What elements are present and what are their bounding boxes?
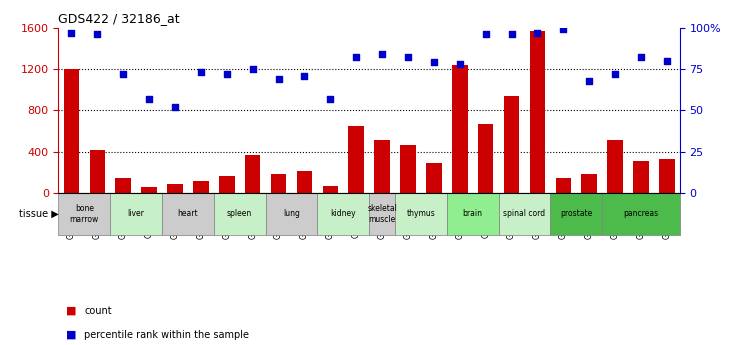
Point (325, 96, 336, 101)
Point (273, 76, 284, 82)
Bar (265, 193, 317, 235)
Text: spleen: spleen (227, 209, 252, 218)
Bar (530, 31, 545, 193)
Point (661, 58, 673, 63)
Bar (504, 96, 519, 193)
Bar (317, 193, 369, 235)
Bar (374, 140, 390, 193)
Point (298, 73, 310, 78)
Text: tissue ▶: tissue ▶ (19, 209, 58, 219)
Bar (659, 159, 675, 193)
Bar (219, 176, 235, 193)
Bar (401, 145, 416, 193)
Text: ■: ■ (66, 330, 76, 339)
Bar (556, 178, 571, 193)
Text: count: count (84, 306, 112, 315)
Bar (213, 193, 265, 235)
Bar (607, 140, 623, 193)
Point (609, 71, 621, 77)
Bar (167, 184, 183, 193)
Point (195, 70, 207, 75)
Bar (322, 186, 338, 193)
Point (480, 31, 491, 37)
Point (118, 71, 129, 77)
Point (350, 55, 362, 60)
Text: percentile rank within the sample: percentile rank within the sample (84, 330, 249, 339)
Point (428, 60, 440, 65)
Text: kidney: kidney (330, 209, 356, 218)
Point (506, 31, 518, 37)
Bar (245, 155, 260, 193)
Text: thymus: thymus (406, 209, 435, 218)
Text: GDS422 / 32186_at: GDS422 / 32186_at (58, 12, 180, 25)
Bar (633, 161, 649, 193)
Bar (270, 174, 287, 193)
Point (247, 66, 259, 72)
Bar (297, 171, 312, 193)
Bar (369, 193, 395, 235)
Bar (162, 193, 213, 235)
Bar (426, 163, 442, 193)
Bar (478, 124, 493, 193)
Bar (110, 193, 162, 235)
Bar (452, 65, 468, 193)
Bar (602, 193, 680, 235)
Point (558, 27, 569, 32)
Point (66, 30, 77, 35)
Point (402, 55, 414, 60)
Bar (89, 150, 105, 193)
Point (583, 78, 595, 83)
Point (221, 71, 232, 77)
Bar (115, 178, 131, 193)
Bar (58, 193, 110, 235)
Bar (64, 69, 79, 193)
Text: ■: ■ (66, 306, 76, 315)
Point (635, 55, 647, 60)
Bar (395, 193, 447, 235)
Point (454, 61, 466, 67)
Text: bone
marrow: bone marrow (69, 204, 99, 224)
Text: heart: heart (178, 209, 198, 218)
Text: liver: liver (128, 209, 145, 218)
Point (531, 30, 543, 35)
Text: brain: brain (463, 209, 482, 218)
Text: pancreas: pancreas (624, 209, 659, 218)
Point (169, 104, 181, 110)
Point (376, 51, 388, 57)
Text: spinal cord: spinal cord (504, 209, 545, 218)
Bar (499, 193, 550, 235)
Point (91, 31, 103, 37)
Bar (141, 187, 157, 193)
Point (143, 96, 155, 101)
Bar (447, 193, 499, 235)
Text: skeletal
muscle: skeletal muscle (367, 204, 397, 224)
Bar (550, 193, 602, 235)
Bar (193, 181, 208, 193)
Text: prostate: prostate (560, 209, 592, 218)
Text: lung: lung (283, 209, 300, 218)
Bar (581, 174, 597, 193)
Bar (349, 126, 364, 193)
